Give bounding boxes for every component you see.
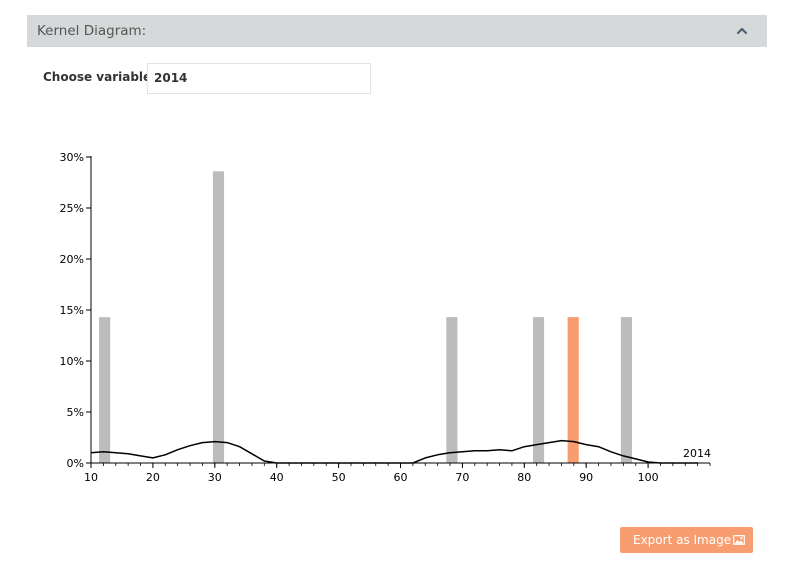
x-tick-label: 20 xyxy=(146,471,160,484)
y-tick-label: 5% xyxy=(67,406,84,419)
panel-header[interactable]: Kernel Diagram: xyxy=(27,15,767,47)
y-tick-label: 0% xyxy=(67,457,84,470)
bar xyxy=(99,317,111,463)
y-tick-label: 25% xyxy=(60,202,84,215)
y-tick-label: 10% xyxy=(60,355,84,368)
bar xyxy=(620,317,633,463)
x-tick-label: 100 xyxy=(638,471,659,484)
kernel-chart: 2014 10 20 30 40 50 60 70 80 90 100 0% 5% 10% 15% 20% 2… xyxy=(60,151,711,484)
image-icon xyxy=(733,535,745,545)
bar xyxy=(532,317,545,463)
bar xyxy=(212,171,225,463)
chevron-up-icon[interactable] xyxy=(736,26,748,36)
variable-select[interactable]: 2014 xyxy=(147,63,371,94)
export-label: Export as Image xyxy=(633,533,732,547)
y-tick-label: 30% xyxy=(60,151,84,164)
series-label: 2014 xyxy=(683,447,711,460)
x-tick-label: 40 xyxy=(270,471,284,484)
x-tick-label: 30 xyxy=(208,471,222,484)
y-tick-label: 15% xyxy=(60,304,84,317)
bar xyxy=(446,317,458,463)
axes-layer: 10 20 30 40 50 60 70 80 90 100 0% 5% 10% 15% 20% 25% 30% xyxy=(60,151,711,484)
x-tick-label: 80 xyxy=(517,471,531,484)
x-tick-label: 50 xyxy=(332,471,346,484)
x-tick-label: 90 xyxy=(579,471,593,484)
kernel-density-line xyxy=(90,439,698,464)
y-tick-label: 20% xyxy=(60,253,84,266)
x-tick-label: 70 xyxy=(455,471,469,484)
variable-label: Choose variable: xyxy=(43,70,156,84)
kernel-layer: 2014 xyxy=(90,439,711,464)
x-tick-label: 10 xyxy=(84,471,98,484)
bars-layer xyxy=(99,171,633,463)
panel-title: Kernel Diagram: xyxy=(37,23,147,39)
highlighted-bar xyxy=(567,317,579,463)
x-tick-label: 60 xyxy=(394,471,408,484)
export-image-button[interactable]: Export as Image xyxy=(620,527,753,553)
